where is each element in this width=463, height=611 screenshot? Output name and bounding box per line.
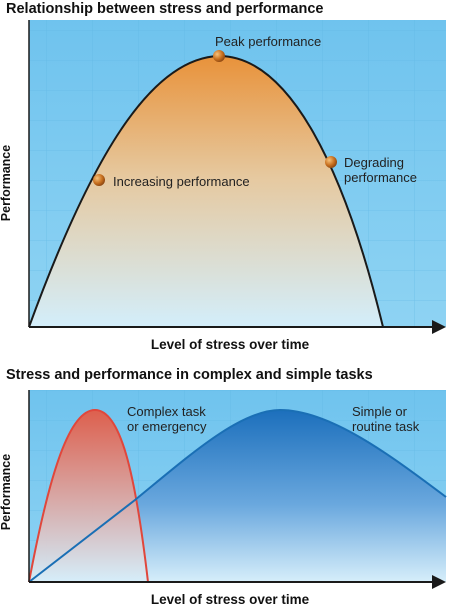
complex-task-curve [28, 408, 149, 583]
bottom-chart-title: Stress and performance in complex and si… [6, 367, 373, 383]
complex-task-fill [29, 410, 148, 582]
simple-task-curve [28, 408, 447, 583]
top-x-axis-arrow [432, 320, 446, 334]
degrading-label-line1: Degrading [344, 155, 404, 170]
degrading-marker [325, 156, 337, 168]
degrading-label-line2: performance [344, 170, 417, 185]
performance-curve-fill [29, 56, 383, 327]
bottom-x-axis-arrow [432, 575, 446, 589]
bottom-chart: Complex task or emergency Simple or rout… [28, 390, 447, 589]
top-y-axis-label: Performance [0, 144, 13, 222]
bottom-y-axis-label: Performance [0, 453, 13, 531]
top-chart: Peak performance Increasing performance … [28, 20, 446, 334]
complex-task-label-line1: Complex task [127, 404, 206, 419]
simple-task-label-line1: Simple or [352, 404, 408, 419]
simple-task-label-line2: routine task [352, 419, 420, 434]
peak-marker [213, 50, 225, 62]
increasing-marker [93, 174, 105, 186]
complex-task-label-line2: or emergency [127, 419, 207, 434]
bottom-x-axis-label: Level of stress over time [150, 592, 310, 607]
top-chart-title: Relationship between stress and performa… [6, 1, 324, 17]
top-x-axis-label: Level of stress over time [150, 337, 310, 352]
increasing-label: Increasing performance [113, 174, 250, 189]
peak-label: Peak performance [215, 34, 321, 49]
